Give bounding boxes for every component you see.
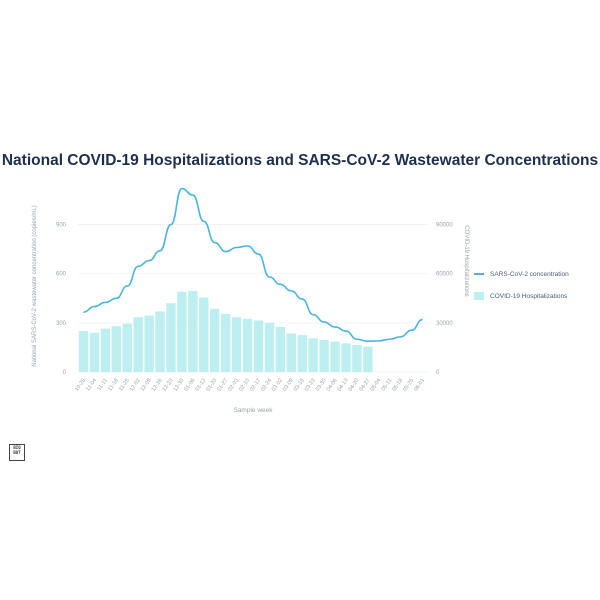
hospitalization-bar bbox=[111, 326, 121, 372]
y-tick-right: 90000 bbox=[436, 223, 453, 229]
y-tick-left: 300 bbox=[56, 321, 67, 327]
hospitalization-bar bbox=[308, 338, 318, 372]
hospitalization-bar bbox=[78, 331, 89, 372]
hospitalization-bar bbox=[319, 340, 329, 372]
biobot-logo: BIO BOT bbox=[9, 444, 25, 461]
legend-item-hospitalizations[interactable]: COVID-19 Hospitalizations bbox=[474, 290, 569, 302]
legend-line-swatch bbox=[474, 273, 484, 275]
hospitalization-bar bbox=[89, 332, 100, 372]
hospitalization-bar bbox=[100, 328, 111, 372]
hospitalization-bar bbox=[275, 326, 286, 372]
x-tick-label: 06-01 bbox=[413, 378, 426, 393]
x-tick-label: 11-18 bbox=[107, 378, 120, 393]
hospitalization-bar bbox=[242, 318, 253, 372]
hospitalization-bar bbox=[199, 297, 209, 372]
hospitalization-bar bbox=[220, 313, 231, 372]
x-tick-label: 10-28 bbox=[74, 378, 87, 393]
y-tick-left: 900 bbox=[56, 223, 67, 229]
chart-legend: SARS-CoV-2 concentration COVID-19 Hospit… bbox=[474, 268, 569, 312]
x-tick-label: 05-04 bbox=[369, 378, 382, 393]
y-tick-right: 0 bbox=[436, 370, 440, 376]
legend-label-concentration: SARS-CoV-2 concentration bbox=[490, 270, 569, 278]
logo-line-2: BOT bbox=[13, 450, 21, 455]
hospitalization-bar bbox=[177, 291, 187, 372]
hospitalization-bar bbox=[286, 333, 296, 372]
y-axis-title-left: National SARS-CoV-2 wastewater concentra… bbox=[32, 205, 38, 366]
hospitalization-bar bbox=[133, 317, 143, 372]
y-tick-left: 0 bbox=[63, 370, 67, 376]
hospitalization-bar bbox=[188, 290, 198, 372]
hospitalization-bar bbox=[144, 315, 154, 372]
legend-item-concentration[interactable]: SARS-CoV-2 concentration bbox=[474, 268, 569, 280]
x-tick-label: 11-04 bbox=[85, 378, 98, 393]
chart-title: National COVID-19 Hospitalizations and S… bbox=[1, 152, 599, 169]
concentration-line bbox=[83, 187, 423, 343]
hospitalization-bar bbox=[330, 341, 340, 372]
hospitalization-bar bbox=[122, 323, 132, 372]
y-axis-title-right: COVID-19 Hospitalizations bbox=[463, 225, 469, 296]
hospitalization-bar bbox=[363, 346, 373, 372]
x-axis-title: Sample week bbox=[233, 407, 273, 414]
hospitalization-bar bbox=[297, 335, 307, 372]
hospitalization-bar bbox=[264, 322, 275, 372]
y-tick-right: 60000 bbox=[436, 272, 453, 278]
legend-bar-swatch bbox=[474, 292, 484, 300]
hospitalization-bar bbox=[155, 311, 165, 372]
hospitalization-bar bbox=[210, 308, 220, 372]
legend-label-hospitalizations: COVID-19 Hospitalizations bbox=[490, 292, 568, 300]
hospitalization-bar bbox=[231, 317, 242, 372]
hospitalization-bar bbox=[166, 303, 176, 372]
hospitalization-bar bbox=[341, 343, 351, 372]
hospitalization-bar bbox=[253, 320, 264, 372]
logo-line-1: BIO bbox=[13, 445, 21, 450]
y-tick-left: 600 bbox=[56, 272, 67, 278]
hospitalization-bar bbox=[352, 344, 362, 372]
y-tick-right: 30000 bbox=[436, 321, 453, 327]
